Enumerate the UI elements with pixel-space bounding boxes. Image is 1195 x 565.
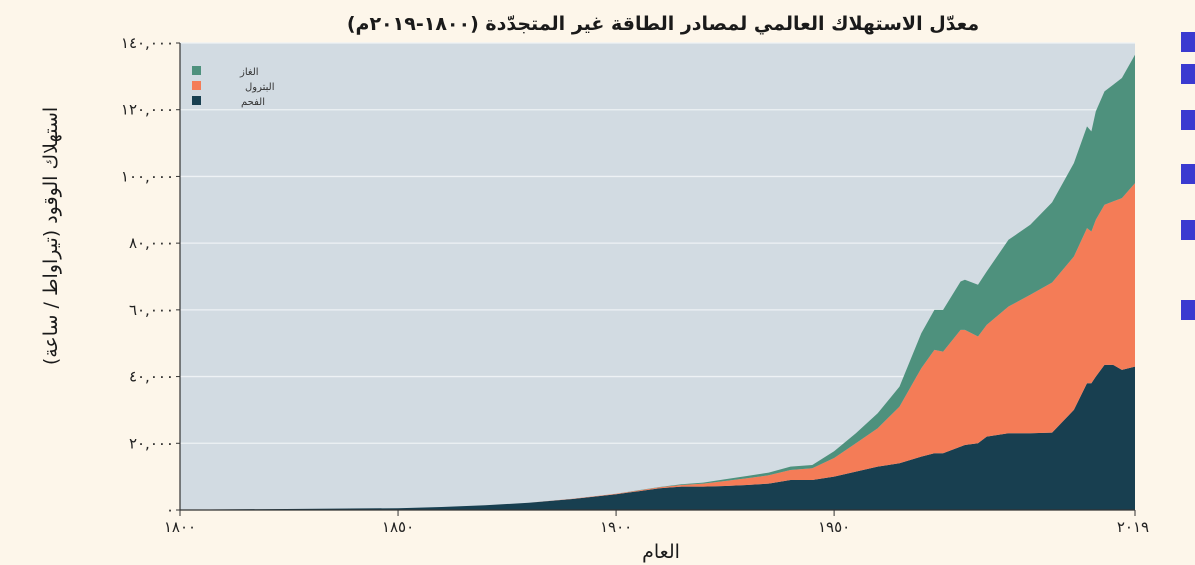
legend-label-coal: الفحم: [241, 97, 265, 108]
y-axis-label: استهلاك الوقود (تيراواط / ساعة): [40, 107, 62, 365]
y-tick-label: ١٢٠,٠٠٠: [121, 101, 174, 119]
y-tick-label: ٦٠,٠٠٠: [129, 301, 174, 319]
y-tick-label: ٢٠,٠٠٠: [129, 434, 174, 452]
side-marker: [1181, 110, 1195, 130]
area-gas: [180, 54, 1135, 510]
x-tick-label: ١٩٠٠: [600, 518, 632, 536]
side-marker: [1181, 64, 1195, 84]
area-series-group: [180, 54, 1135, 510]
legend-swatch-gas: [192, 66, 201, 75]
x-tick-label: ١٨٥٠: [382, 518, 414, 536]
y-tick-label: ١٠٠,٠٠٠: [121, 167, 174, 185]
x-tick-label: ٢٠١٩: [1117, 518, 1149, 536]
x-axis-label: العام: [642, 541, 680, 563]
side-marker: [1181, 164, 1195, 184]
side-marker: [1181, 220, 1195, 240]
legend-swatch-oil: [192, 81, 201, 90]
legend-label-oil: البترول: [245, 82, 274, 93]
y-tick-label: ٨٠,٠٠٠: [129, 234, 174, 252]
x-tick-labels: ١٨٠٠ ١٨٥٠ ١٩٠٠ ١٩٥٠ ٢٠١٩: [164, 510, 1149, 536]
side-marker: [1181, 300, 1195, 320]
gridlines: [180, 42, 1135, 444]
legend: الغاز البترول الفحم: [192, 66, 274, 108]
y-tick-label: ١٤٠,٠٠٠: [121, 34, 174, 52]
x-tick-label: ١٩٥٠: [818, 518, 850, 536]
legend-swatch-coal: [192, 96, 201, 105]
area-oil: [180, 183, 1135, 510]
side-marker: [1181, 32, 1195, 52]
legend-label-gas: الغاز: [239, 67, 259, 78]
chart-title: معدّل الاستهلاك العالمي لمصادر الطاقة غي…: [347, 13, 979, 35]
y-tick-label: ٤٠,٠٠٠: [129, 368, 174, 386]
y-tick-labels: ٠ ٢٠,٠٠٠ ٤٠,٠٠٠ ٦٠,٠٠٠ ٨٠,٠٠٠ ١٠٠,٠٠٠ ١٢٠,٠٠٠ ١…: [121, 34, 180, 519]
x-tick-label: ١٨٠٠: [164, 518, 196, 536]
y-tick-label: ٠: [166, 501, 174, 519]
area-coal: [180, 364, 1135, 510]
